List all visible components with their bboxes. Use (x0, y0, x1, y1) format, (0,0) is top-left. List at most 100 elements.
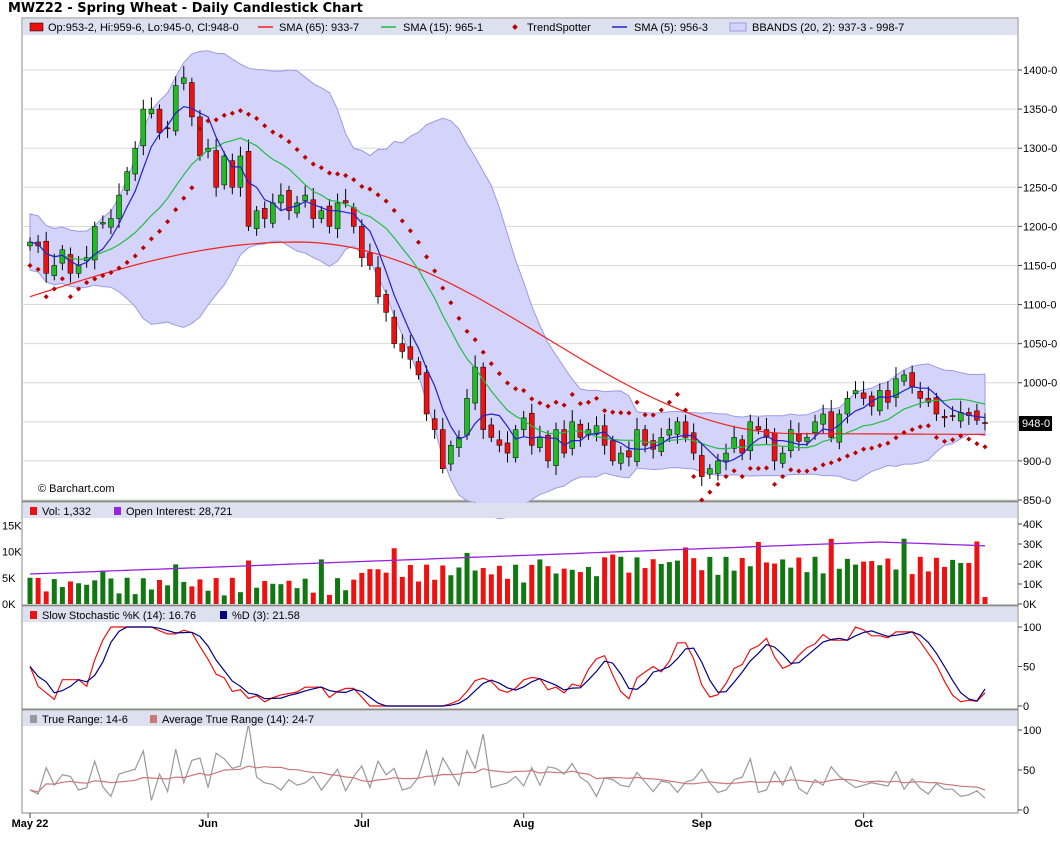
ohlc-legend-swatch (29, 22, 44, 32)
candle-body (245, 151, 252, 227)
trendspotter-dot (229, 110, 235, 116)
stoch-k-legend: Slow Stochastic %K (14): 16.76 (42, 610, 196, 622)
trendspotter-dot (537, 400, 543, 406)
volume-right-tick-label: 0K (1023, 599, 1037, 611)
volume-bar (505, 578, 510, 604)
candle-body (375, 267, 381, 297)
volume-bar (529, 564, 535, 604)
volume-bar (116, 593, 122, 604)
volume-right-tick-label: 30K (1023, 539, 1043, 551)
candle-body (893, 378, 899, 398)
volume-bar (278, 584, 284, 604)
candle-body (148, 108, 155, 115)
bbands-legend-swatch (729, 22, 747, 32)
trendspotter-dot (683, 407, 689, 413)
volume-left-tick-label: 10K (2, 547, 22, 559)
candle-body (431, 418, 438, 430)
trendspotter-dot (140, 245, 146, 251)
volume-bar (780, 559, 786, 604)
trendspotter-dot (84, 280, 90, 286)
volume-bar (424, 564, 430, 604)
volume-right-tick-label: 10K (1023, 579, 1043, 591)
candle-body (820, 413, 826, 425)
true-range-legend: True Range: 14-6 Average True Range (14)… (23, 711, 1017, 726)
trendspotter-dot (165, 219, 171, 225)
volume-bar (755, 541, 761, 604)
last-price-label: 948-0 (1022, 418, 1050, 430)
trendspotter-dot (691, 473, 697, 480)
volume-bar (763, 562, 769, 604)
volume-legend: Vol: 1,332 Open Interest: 28,721 (23, 503, 1017, 518)
volume-bar (229, 577, 235, 604)
trendspotter-dot (852, 450, 859, 456)
price-tick-label: 1050-0 (1023, 339, 1057, 351)
volume-bar (836, 568, 842, 604)
trendspotter-dot (221, 112, 227, 118)
volume-bar (610, 554, 616, 604)
trendspotter-dot (318, 165, 324, 171)
volume-bar (982, 597, 988, 604)
sma15-legend: SMA (15): 965-1 (403, 22, 483, 34)
volume-bar (140, 578, 146, 604)
candle-body (132, 147, 138, 175)
price-tick-label: 1000-0 (1023, 378, 1057, 390)
volume-bar (399, 576, 405, 604)
volume-bar (51, 579, 57, 604)
volume-bar (537, 559, 543, 604)
trendspotter-dot (780, 473, 786, 480)
volume-left-tick-label: 15K (2, 520, 22, 532)
candle-body (334, 202, 341, 229)
volume-bar (43, 591, 49, 604)
volume-bar (618, 556, 624, 604)
candle-body (860, 392, 867, 399)
candles (27, 66, 988, 486)
candle-body (642, 429, 648, 446)
volume-bar (254, 587, 260, 604)
trendspotter-dot (593, 395, 600, 401)
candle-body (278, 194, 284, 204)
candle-body (124, 171, 130, 191)
candle-body (901, 374, 907, 382)
candle-body (941, 416, 948, 419)
date-axis: May 22 Jun Jul Aug Sep Oct (12, 813, 873, 830)
volume-bar (496, 565, 502, 604)
volume-bar (602, 557, 608, 604)
trendspotter-dot (602, 408, 608, 414)
last-price-tag: 948-0 (1019, 416, 1052, 431)
volume-bar (415, 581, 421, 604)
volume-bar (124, 577, 130, 604)
volume-bar (626, 572, 632, 604)
volume-bar (189, 586, 195, 604)
volume-bar (165, 585, 171, 604)
candle-body (852, 390, 859, 394)
page-title: MWZ22 - Spring Wheat - Daily Candlestick… (8, 1, 363, 16)
volume-bar (205, 590, 211, 604)
candle-body (350, 207, 357, 227)
candle-body (593, 425, 600, 435)
candle-body (779, 452, 786, 464)
volume-bar (432, 579, 438, 604)
candle-body (423, 372, 430, 415)
volume-bar (974, 541, 980, 604)
volume-bar (92, 580, 98, 604)
volume-bar (804, 572, 810, 604)
trendspotter-dot (456, 315, 462, 321)
trendspotter-dot (569, 391, 575, 398)
volume-axis: 0K 5K 10K 15K 0K 10K 20K 30K 40K (2, 519, 1043, 611)
trendspotter-dot (181, 195, 187, 201)
volume-bar (246, 560, 252, 604)
trendspotter-dot (747, 465, 753, 472)
trendspotter-dot (132, 253, 138, 259)
open-interest-line (29, 541, 986, 575)
volume-bar (302, 578, 308, 604)
candle-body (529, 412, 535, 446)
true-range-panel (21, 709, 1019, 814)
volume-bar (820, 573, 826, 604)
candle-body (844, 398, 851, 415)
watermark: © Barchart.com (38, 483, 115, 495)
trendspotter-dot (909, 427, 915, 433)
volume-bar (383, 572, 389, 604)
trendspotter-dot (76, 286, 82, 292)
volume-bar (156, 579, 162, 604)
